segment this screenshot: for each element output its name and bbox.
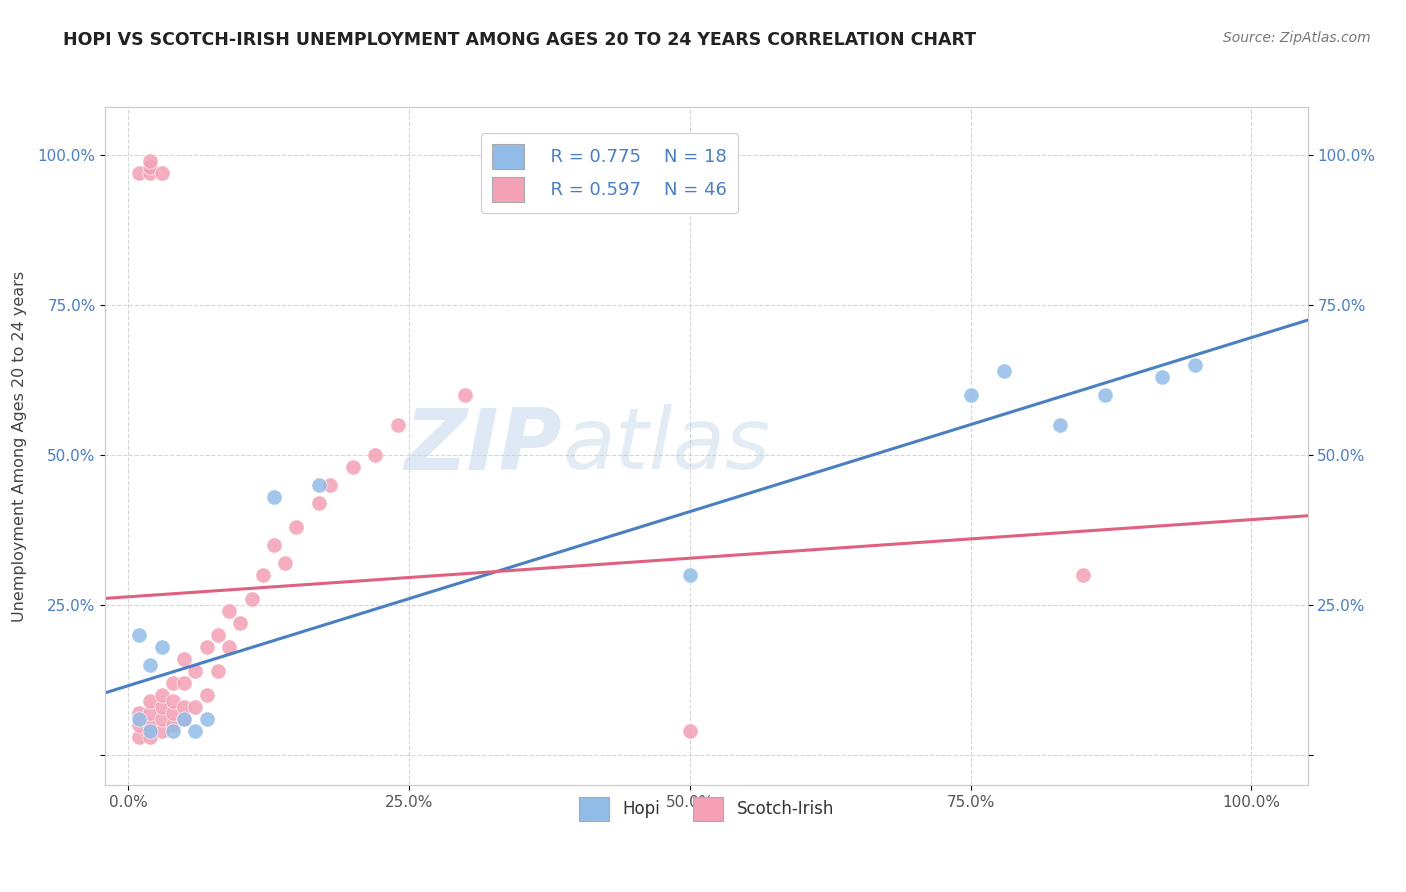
Point: [342, 460, 364, 475]
Point: [139, 160, 162, 174]
Y-axis label: Unemployment Among Ages 20 to 24 years: Unemployment Among Ages 20 to 24 years: [11, 270, 27, 622]
Point: [162, 718, 184, 732]
Point: [252, 568, 274, 582]
Point: [150, 723, 173, 738]
Point: [263, 490, 285, 504]
Point: [285, 520, 308, 534]
Text: HOPI VS SCOTCH-IRISH UNEMPLOYMENT AMONG AGES 20 TO 24 YEARS CORRELATION CHART: HOPI VS SCOTCH-IRISH UNEMPLOYMENT AMONG …: [63, 31, 976, 49]
Point: [150, 166, 173, 180]
Point: [207, 628, 229, 642]
Point: [128, 628, 150, 642]
Point: [1049, 417, 1071, 432]
Point: [308, 478, 330, 492]
Point: [173, 700, 195, 714]
Point: [454, 388, 477, 402]
Point: [207, 664, 229, 678]
Point: [364, 448, 387, 462]
Point: [274, 556, 297, 570]
Point: [128, 166, 150, 180]
Point: [993, 364, 1015, 378]
Point: [150, 688, 173, 702]
Text: Source: ZipAtlas.com: Source: ZipAtlas.com: [1223, 31, 1371, 45]
Point: [218, 604, 240, 618]
Point: [263, 538, 285, 552]
Legend: Hopi, Scotch-Irish: Hopi, Scotch-Irish: [572, 790, 841, 828]
Point: [139, 706, 162, 720]
Point: [1071, 568, 1094, 582]
Point: [150, 712, 173, 726]
Point: [139, 694, 162, 708]
Point: [128, 718, 150, 732]
Point: [162, 706, 184, 720]
Point: [184, 723, 207, 738]
Point: [1184, 358, 1206, 372]
Point: [139, 723, 162, 738]
Point: [679, 723, 702, 738]
Point: [195, 640, 218, 654]
Point: [173, 712, 195, 726]
Point: [173, 652, 195, 666]
Point: [240, 592, 263, 607]
Point: [195, 688, 218, 702]
Point: [139, 154, 162, 169]
Point: [173, 712, 195, 726]
Point: [218, 640, 240, 654]
Point: [1150, 370, 1173, 384]
Text: ZIP: ZIP: [405, 404, 562, 488]
Point: [150, 700, 173, 714]
Point: [128, 730, 150, 744]
Point: [139, 166, 162, 180]
Point: [184, 664, 207, 678]
Point: [139, 657, 162, 672]
Point: [229, 615, 252, 630]
Point: [139, 730, 162, 744]
Point: [184, 700, 207, 714]
Point: [128, 706, 150, 720]
Point: [162, 676, 184, 690]
Point: [150, 640, 173, 654]
Point: [195, 712, 218, 726]
Point: [387, 417, 409, 432]
Point: [128, 712, 150, 726]
Point: [173, 676, 195, 690]
Point: [679, 568, 702, 582]
Point: [308, 496, 330, 510]
Point: [319, 478, 342, 492]
Point: [1094, 388, 1116, 402]
Text: atlas: atlas: [562, 404, 770, 488]
Point: [959, 388, 981, 402]
Point: [162, 723, 184, 738]
Point: [162, 694, 184, 708]
Point: [139, 718, 162, 732]
